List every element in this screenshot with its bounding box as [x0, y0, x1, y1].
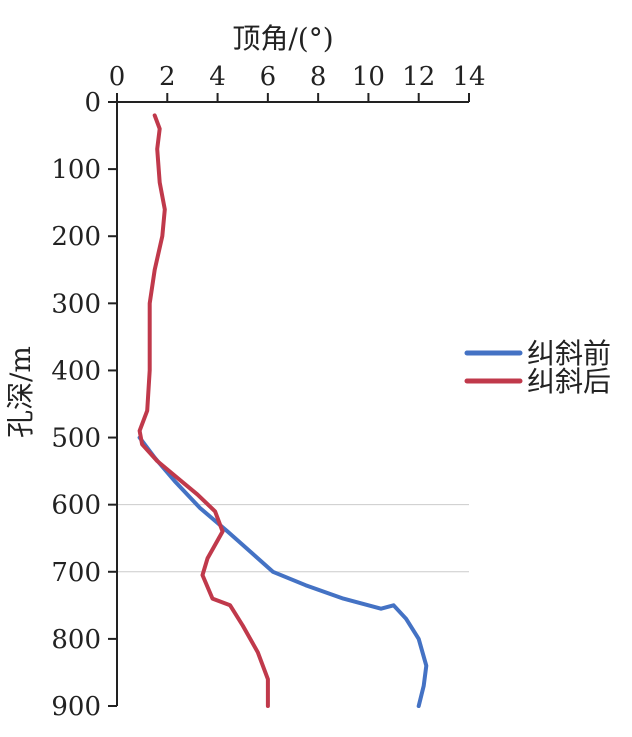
x-tick-label: 2	[159, 62, 176, 92]
legend-label-before: 纠斜前	[527, 337, 611, 370]
y-tick-label: 900	[51, 692, 101, 722]
y-tick-label: 300	[51, 289, 101, 319]
y-tick-label: 200	[51, 222, 101, 252]
y-axis-title: 孔深/m	[4, 346, 37, 438]
y-tick-label: 100	[51, 155, 101, 185]
y-tick-label: 800	[51, 625, 101, 655]
gridlines	[117, 504, 469, 573]
x-tick-label: 10	[352, 62, 385, 92]
y-tick-label: 0	[84, 88, 101, 118]
x-axis-ticks: 0 2 4 6 8 10 12 14	[109, 62, 486, 102]
y-tick-label: 400	[51, 356, 101, 386]
x-tick-label: 8	[310, 62, 327, 92]
x-tick-label: 6	[260, 62, 277, 92]
series-lines	[137, 113, 429, 708]
y-tick-label: 700	[51, 558, 101, 588]
legend: 纠斜前 纠斜后	[464, 337, 611, 398]
x-axis-title: 顶角/(°)	[232, 22, 333, 55]
legend-label-after: 纠斜后	[527, 365, 611, 398]
y-axis-ticks: 0 100 200 300 400 500 600 700 800 900	[51, 88, 117, 722]
x-tick-label: 14	[452, 62, 485, 92]
series-line-0	[137, 435, 429, 708]
x-tick-label: 12	[402, 62, 435, 92]
x-tick-label: 4	[209, 62, 226, 92]
y-tick-label: 600	[51, 491, 101, 521]
series-line-1	[137, 113, 270, 708]
y-tick-label: 500	[51, 424, 101, 454]
x-tick-label: 0	[109, 62, 126, 92]
